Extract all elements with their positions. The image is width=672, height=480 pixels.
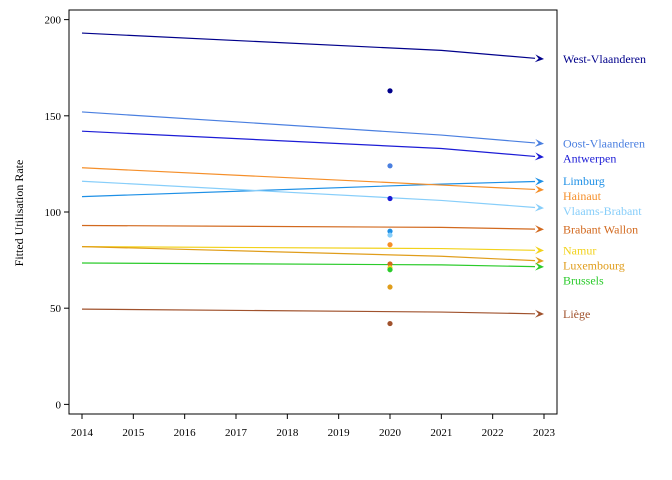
series-line	[81, 180, 536, 198]
series-arrowhead	[534, 54, 544, 63]
series-arrowhead	[534, 309, 544, 318]
y-tick-label: 150	[45, 111, 62, 123]
series-label: Limburg	[563, 174, 605, 188]
plot-frame	[68, 9, 558, 415]
series-point	[387, 88, 393, 94]
series-point	[387, 195, 393, 202]
y-tick-label: 50	[50, 303, 62, 315]
series-arrowhead	[534, 203, 544, 212]
series-point	[387, 261, 393, 267]
series-line	[81, 130, 536, 158]
series-label: Luxembourg	[563, 258, 625, 272]
series-point	[387, 163, 393, 169]
x-tick-label: 2017	[225, 427, 248, 439]
series-arrowhead	[534, 152, 544, 161]
series-label: Liège	[563, 307, 590, 321]
series-point	[387, 242, 393, 248]
series-label: Vlaams-Brabant	[563, 204, 642, 218]
x-tick-label: 2020	[379, 427, 402, 439]
series-arrowhead	[534, 262, 544, 271]
series-line	[81, 246, 536, 251]
series-point	[387, 232, 393, 238]
x-tick-label: 2021	[430, 427, 452, 439]
series-line	[81, 32, 536, 59]
x-tick-label: 2014	[71, 427, 94, 439]
series-point	[387, 267, 393, 273]
series-label: Brabant Wallon	[563, 222, 638, 236]
series-arrowhead	[534, 225, 544, 234]
series-point	[387, 320, 393, 327]
series-line	[81, 111, 536, 144]
series-label: West-Vlaanderen	[563, 52, 646, 66]
series-label: Namur	[563, 243, 596, 257]
series-line	[81, 224, 536, 230]
y-axis-title: Fitted Utilisation Rate	[12, 160, 26, 267]
y-tick-label: 100	[45, 207, 62, 219]
series-points	[387, 88, 393, 327]
series-label: Brussels	[563, 273, 604, 287]
series-arrowhead	[534, 177, 544, 186]
series-line	[81, 180, 536, 209]
series-point	[387, 228, 393, 234]
x-tick-label: 2016	[174, 427, 197, 439]
x-tick-label: 2018	[276, 427, 299, 439]
series-line	[81, 308, 536, 315]
x-tick-label: 2023	[533, 427, 556, 439]
series-arrowhead	[534, 256, 544, 265]
series-label: Antwerpen	[563, 152, 616, 166]
series-arrowhead	[534, 246, 544, 255]
series-label: Hainaut	[563, 189, 602, 203]
y-tick-label: 200	[45, 15, 62, 27]
x-tick-label: 2019	[328, 427, 351, 439]
series-arrowhead	[534, 138, 544, 147]
series-label: Oost-Vlaanderen	[563, 137, 645, 151]
x-tick-label: 2022	[482, 427, 504, 439]
x-axis: 2014 2015 2016 2017 2018 2019 2020 2021 2022 2023	[71, 414, 556, 439]
series-line	[81, 262, 536, 268]
series-point	[387, 284, 393, 290]
y-axis: 0 50 100 150 200	[45, 15, 69, 411]
series-line	[81, 246, 536, 262]
series-line	[81, 167, 536, 191]
series-arrowhead	[534, 185, 544, 194]
x-tick-label: 2015	[122, 427, 145, 439]
y-tick-label: 0	[56, 399, 62, 411]
series-lines	[81, 32, 544, 318]
